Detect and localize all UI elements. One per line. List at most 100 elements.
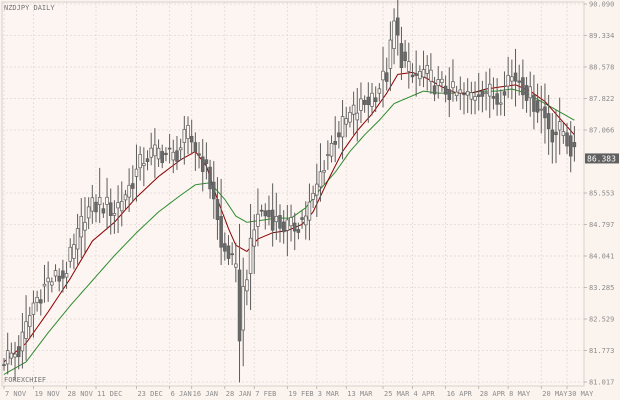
- candle-body-up: [64, 273, 69, 278]
- candle-body-down: [550, 129, 555, 143]
- candle-body-down: [476, 94, 481, 97]
- candle-body-down: [443, 85, 448, 95]
- y-axis-tick-label: 83.285: [589, 284, 614, 292]
- candle-body-down: [108, 202, 113, 216]
- candle-body-down: [480, 90, 485, 97]
- candle-body-up: [138, 154, 142, 169]
- x-axis-tick-label: 19 FEB: [288, 390, 313, 398]
- candle-body-up: [120, 201, 124, 212]
- candle-body-up: [20, 331, 25, 352]
- candle-body-up: [9, 352, 14, 359]
- candle-body-up: [178, 147, 183, 151]
- candle-body-up: [557, 121, 562, 131]
- candle-body-down: [396, 17, 400, 36]
- candle-body-up: [340, 116, 345, 138]
- candle-body-down: [535, 100, 540, 113]
- candle-body-up: [79, 215, 84, 238]
- candle-body-down: [226, 245, 231, 259]
- candle-body-up: [46, 277, 50, 283]
- x-axis-tick-label: 28 JAN: [226, 390, 251, 398]
- candle-body-up: [451, 81, 455, 89]
- x-axis-tick-label: 20 MAY: [542, 390, 568, 398]
- candle-body-down: [399, 43, 404, 69]
- candle-body-up: [326, 154, 330, 156]
- candle-body-up: [304, 215, 308, 226]
- candle-body-up: [245, 279, 249, 292]
- candle-body-down: [521, 77, 525, 96]
- candle-body-up: [13, 353, 17, 358]
- candle-body-up: [86, 206, 91, 219]
- candle-body-down: [61, 270, 65, 279]
- candle-body-up: [75, 228, 80, 250]
- candle-body-up: [440, 78, 444, 83]
- candle-body-down: [384, 72, 389, 82]
- candle-body-up: [186, 125, 190, 139]
- candle-body-up: [318, 171, 323, 188]
- x-axis-tick-label: 7 NOV: [5, 390, 27, 398]
- x-axis-tick-label: 25 MAR: [384, 390, 410, 398]
- candle-body-down: [403, 51, 407, 62]
- candle-body-up: [256, 213, 260, 227]
- candle-body-down: [524, 85, 529, 101]
- candle-body-up: [407, 61, 411, 72]
- candle-body-up: [142, 163, 146, 166]
- candle-body-down: [333, 140, 337, 145]
- plot-area: [1, 1, 585, 387]
- candle-body-down: [167, 147, 172, 150]
- candle-body-down: [270, 209, 275, 231]
- candle-body-down: [543, 106, 547, 119]
- candle-body-down: [212, 181, 216, 200]
- candle-body-up: [112, 213, 117, 216]
- candle-body-down: [366, 96, 371, 106]
- candle-body-up: [561, 131, 566, 136]
- candle-body-up: [436, 79, 440, 86]
- candle-body-down: [164, 152, 168, 156]
- candle-body-up: [134, 168, 139, 177]
- candle-body-up: [241, 286, 245, 331]
- candle-body-up: [370, 92, 374, 107]
- candle-body-up: [381, 70, 385, 81]
- candle-body-down: [554, 131, 558, 136]
- y-axis-tick-label: 82.529: [589, 316, 614, 324]
- candle-body-up: [105, 196, 109, 205]
- candle-body-up: [377, 88, 382, 94]
- candle-body-up: [484, 92, 488, 95]
- candle-body-down: [204, 159, 209, 164]
- candle-body-up: [322, 170, 326, 173]
- candle-body-up: [123, 194, 128, 201]
- candle-body-up: [488, 83, 492, 97]
- x-axis-tick-label: 16 JAN: [193, 390, 218, 398]
- candle-body-down: [337, 132, 341, 138]
- candle-body-up: [72, 244, 76, 259]
- candle-body-down: [281, 221, 286, 233]
- candle-body-up: [156, 147, 161, 160]
- x-axis-tick-label: 6 JAN: [171, 390, 192, 398]
- ma-slow-line: [3, 88, 575, 375]
- candle-body-up: [252, 229, 256, 247]
- grid-layer: [2, 2, 584, 386]
- candle-body-down: [491, 96, 496, 99]
- y-axis-tick-label: 81.773: [589, 347, 614, 355]
- candle-body-down: [572, 142, 577, 148]
- candle-body-down: [145, 158, 150, 162]
- candle-body-down: [517, 80, 521, 83]
- candle-body-down: [215, 199, 220, 220]
- candle-body-down: [568, 135, 573, 157]
- candle-body-up: [5, 350, 10, 365]
- candle-body-down: [362, 100, 367, 105]
- candle-body-up: [153, 144, 157, 157]
- x-axis-layer: 7 NOV 19 NOV 28 NOV 11 DEC 23 DEC 6 JAN 16 JAN…: [3, 386, 594, 398]
- x-axis-tick-label: 19 NOV: [34, 390, 60, 398]
- candle-body-up: [182, 129, 187, 143]
- candle-body-down: [160, 151, 164, 164]
- x-axis-tick-label: 28 NOV: [68, 390, 94, 398]
- candle-body-down: [131, 183, 135, 189]
- candle-body-up: [392, 20, 396, 49]
- y-axis-tick-label: 84.797: [589, 221, 614, 229]
- y-axis-layer: 90.090 89.334 88.578 87.822 87.066 85.553 84.7…: [584, 1, 614, 387]
- y-axis-tick-label: 87.066: [589, 126, 614, 134]
- candle-body-down: [432, 85, 437, 95]
- candle-body-up: [149, 147, 153, 158]
- candle-body-up: [351, 104, 356, 115]
